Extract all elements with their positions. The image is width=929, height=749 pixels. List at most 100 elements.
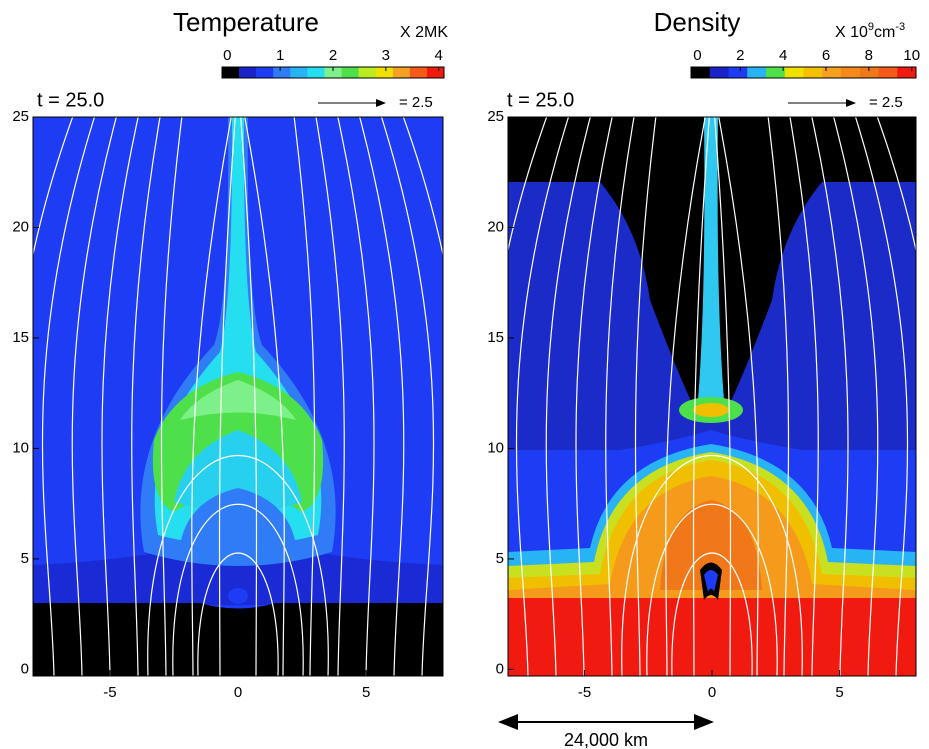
field-line [515,117,570,676]
temperature-field [33,117,443,676]
unit-label: X 2MK [400,24,448,41]
field-line [876,117,916,253]
y-tick-label: 10 [487,439,504,456]
colorbar-tick-label: 0 [693,47,701,64]
y-tick-label: 5 [21,550,29,567]
y-tick-label: 15 [12,329,29,346]
field-line [147,455,329,676]
field-line [402,117,443,257]
field-line [197,552,279,676]
field-line [71,117,117,676]
y-tick-label: 10 [12,439,29,456]
y-tick-label: 0 [21,660,29,677]
colorbar-swatch [859,67,879,78]
colorbar-tick-label: 2 [329,47,337,64]
colorbar-tick-label: 3 [382,47,390,64]
panel-title: Temperature [173,7,319,37]
field-line [172,503,304,676]
colorbar-swatch [841,67,861,78]
y-tick-label: 20 [487,218,504,235]
field-line [646,503,778,676]
field-lines [508,117,916,676]
field-line [101,117,139,676]
colorbar-tick-label: 6 [822,47,830,64]
colorbar-swatch [273,67,291,78]
colorbar-swatch [239,67,257,78]
colorbar-tick-label: 10 [903,47,920,64]
y-tick-label: 25 [487,108,504,125]
field-line [789,117,819,676]
y-tick-label: 25 [12,108,29,125]
field-line [833,117,879,676]
colorbar-tick-label: 4 [779,47,787,64]
colorbar-swatch [822,67,842,78]
colorbar-swatch [324,67,342,78]
field-line [240,117,258,676]
colorbar-swatch [392,67,411,78]
field-line [692,117,710,676]
colorbar-tick-label: 2 [736,47,744,64]
field-lines [33,117,443,676]
field-line [315,117,345,676]
unit-label: X 109cm-3 [835,21,905,41]
field-line [191,117,232,676]
field-line [665,117,706,676]
x-tick-label: -5 [578,684,591,701]
colorbar-swatch [728,67,748,78]
panel-title: Density [654,7,741,37]
x-tick-label: 0 [234,684,242,701]
field-line [621,455,803,676]
vector-scale-label: = 2.5 [869,94,903,111]
field-line [714,117,732,676]
y-tick-label: 0 [496,660,504,677]
colorbar-swatch [307,67,325,78]
field-line [634,117,657,676]
field-line [160,117,183,676]
colorbar-frame [690,66,917,79]
unit-part: cm [874,24,895,41]
colorbar-swatch [784,67,804,78]
colorbar-swatch [803,67,823,78]
field-line [41,117,96,676]
field-line [811,117,849,676]
field-line [671,552,753,676]
field-line [854,117,909,676]
time-label: t = 25.0 [37,89,104,111]
unit-part: X 2MK [400,24,448,41]
colorbar-swatch [256,67,274,78]
field-line [575,117,613,676]
field-line [380,117,435,676]
colorbar-tick-label: 0 [223,47,231,64]
colorbar-swatch [222,67,240,78]
colorbar-swatch [341,67,359,78]
unit-part: -3 [895,21,905,33]
vector-scale-label: = 2.5 [399,94,433,111]
field-line [545,117,591,676]
field-line [131,117,161,676]
unit-part: 9 [868,21,874,33]
y-tick-label: 20 [12,218,29,235]
colorbar-swatch [897,67,917,78]
x-tick-label: 5 [362,684,370,701]
colorbar-tick-label: 4 [435,47,443,64]
colorbar-tick-label: 8 [865,47,873,64]
scale-bar-label: 24,000 km [564,730,648,749]
field-line [605,117,635,676]
colorbar-swatch [426,67,445,78]
colorbar-swatch [409,67,428,78]
colorbar-swatch [358,67,376,78]
field-line [359,117,405,676]
colorbar-swatch [747,67,767,78]
colorbar-swatch [290,67,308,78]
field-line [244,117,285,676]
field-line [293,117,316,676]
field-line [718,117,759,676]
x-tick-label: 5 [835,684,843,701]
x-tick-label: 0 [708,684,716,701]
y-tick-label: 5 [496,550,504,567]
x-tick-label: -5 [103,684,116,701]
unit-part: X 10 [835,24,868,41]
y-tick-label: 15 [487,329,504,346]
colorbar-tick-label: 1 [276,47,284,64]
